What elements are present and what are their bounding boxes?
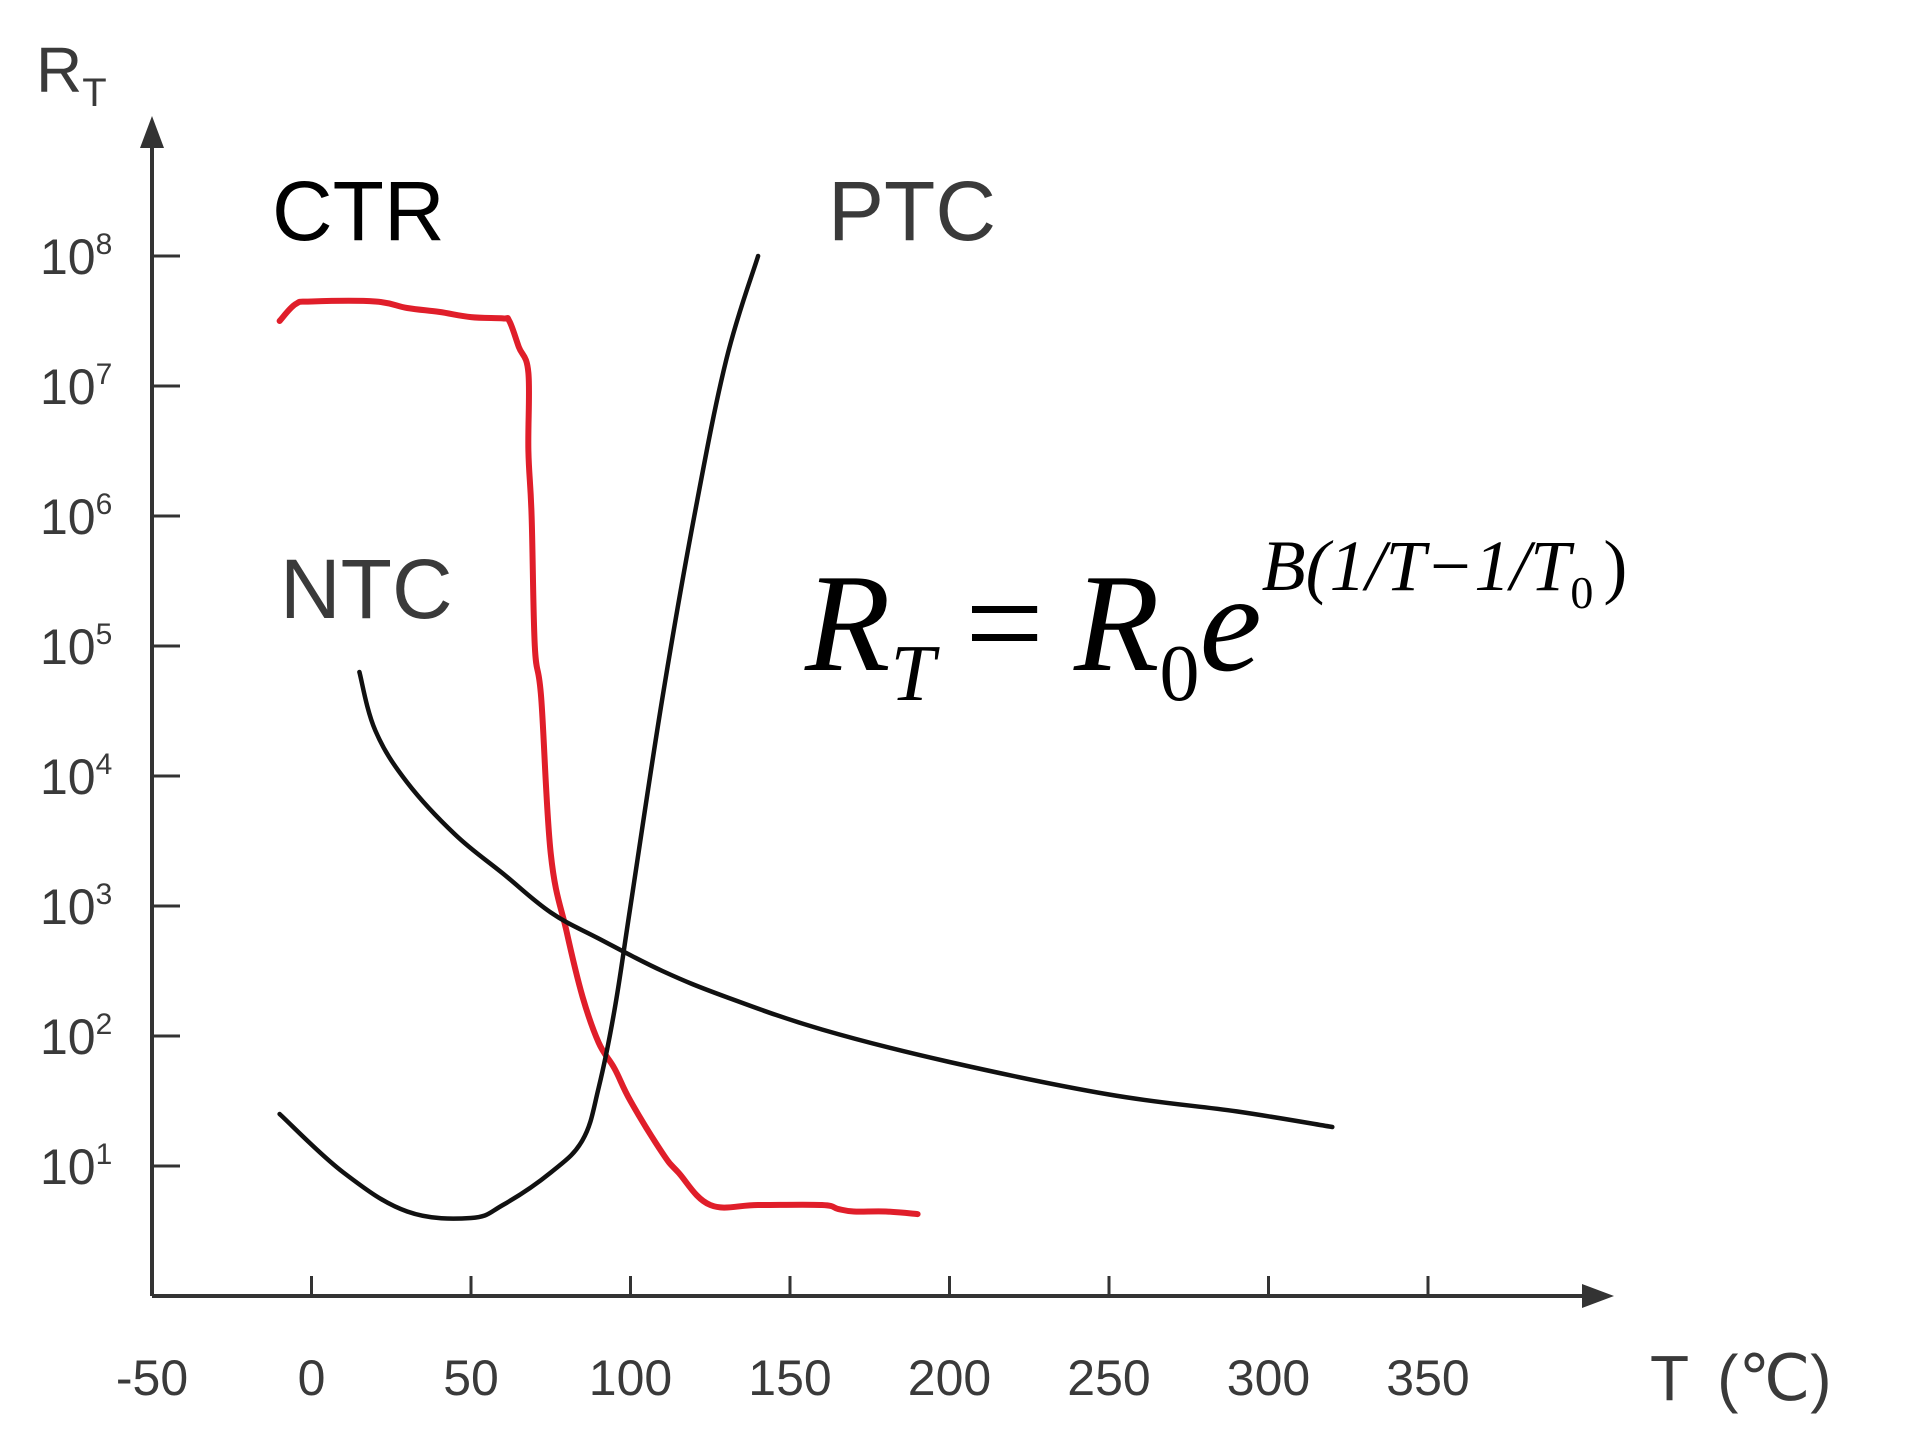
x-axis-unit: (℃)	[1717, 1342, 1832, 1414]
x-tick-label: 300	[1227, 1350, 1310, 1406]
x-ticks: -50 0 50 100 150 200 250 300 350	[116, 1276, 1470, 1406]
y-axis-title-main: R	[36, 34, 82, 106]
y-tick-label: 108	[40, 228, 112, 285]
x-tick-label: 150	[748, 1350, 831, 1406]
formula-lhs: R	[804, 546, 891, 701]
y-tick-label: 106	[40, 488, 112, 545]
x-tick-label: 200	[908, 1350, 991, 1406]
y-tick-label: 104	[40, 748, 112, 805]
formula-equals: =	[965, 546, 1044, 701]
y-tick-label: 103	[40, 878, 112, 935]
x-axis-arrow	[1582, 1284, 1614, 1308]
y-ticks: 101 102 103 104 105 106 107 108	[40, 228, 180, 1195]
x-tick-label: 50	[443, 1350, 499, 1406]
series-layer	[276, 253, 1335, 1221]
formula-exponent: B(1/T−1/T	[1262, 526, 1576, 606]
series-ctr-line	[276, 297, 921, 1218]
y-axis-title: RT	[36, 34, 107, 115]
formula-e: e	[1200, 546, 1262, 701]
formula-exponent-sub: 0	[1570, 567, 1593, 618]
x-axis-title-main: T	[1650, 1342, 1689, 1414]
formula: RT = R0eB(1/T−1/T0)	[804, 526, 1627, 718]
formula-r0: R	[1073, 546, 1160, 701]
y-axis-arrow	[140, 116, 164, 148]
x-tick-label: 100	[589, 1350, 672, 1406]
y-tick-label: 101	[40, 1138, 112, 1195]
x-tick-label: -50	[116, 1350, 188, 1406]
ntc-label: NTC	[280, 542, 453, 636]
formula-exponent-close: )	[1603, 526, 1627, 606]
formula-r0-sub: 0	[1160, 630, 1200, 718]
y-tick-label: 105	[40, 618, 112, 675]
series-ntc-line	[357, 669, 1335, 1130]
x-axis-title: T (℃)	[1650, 1342, 1832, 1414]
y-tick-label: 107	[40, 358, 112, 415]
ptc-label: PTC	[828, 164, 996, 258]
series-ptc-line	[277, 253, 761, 1221]
formula-lhs-sub: T	[891, 630, 941, 718]
y-axis-title-sub: T	[82, 71, 106, 115]
x-tick-label: 250	[1067, 1350, 1150, 1406]
y-tick-label: 102	[40, 1008, 112, 1065]
ctr-label: CTR	[272, 164, 445, 258]
x-tick-label: 0	[298, 1350, 326, 1406]
x-tick-label: 350	[1386, 1350, 1469, 1406]
